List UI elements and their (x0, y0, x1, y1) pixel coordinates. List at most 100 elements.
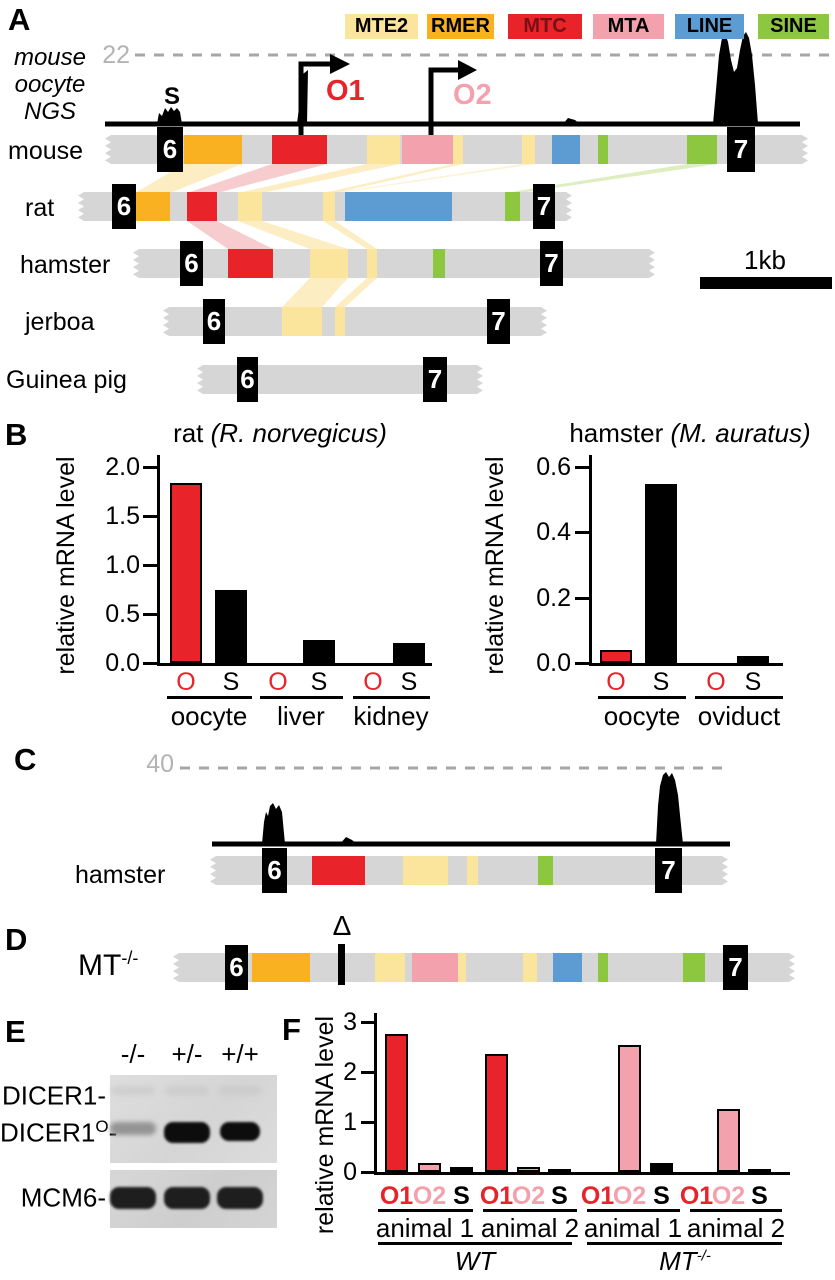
y-tick-label: 1 (343, 1108, 357, 1136)
repeat-mte2 (522, 135, 535, 164)
exon-7: 7 (727, 127, 755, 172)
exon-6: 6 (237, 357, 258, 402)
o1-promoter-label: O1 (326, 75, 365, 107)
allele-superscript: -/- (121, 948, 139, 968)
exon-7: 7 (723, 945, 748, 990)
genotype-underline (378, 1242, 572, 1245)
y-tick-label: 1.5 (105, 502, 140, 530)
exon-7: 7 (540, 241, 563, 286)
repeat-mte2 (367, 135, 400, 164)
y-tick-mark (361, 1071, 374, 1074)
ribbon-rmer (135, 164, 242, 193)
gene-track-mouse (105, 135, 808, 164)
legend-item-line: LINE (675, 14, 744, 39)
chart-title-hamster_qpcr: hamster (M. auratus) (540, 418, 835, 449)
somatic-peak-label: S (163, 83, 180, 110)
y-tick-mark (575, 662, 589, 665)
coverage-bump-c (340, 837, 357, 844)
repeat-mte2 (523, 953, 537, 982)
coverage-peak-exon6-c (262, 803, 285, 844)
ngs-track-label: mouse oocyte NGS (4, 44, 96, 125)
repeat-mte2 (323, 192, 335, 221)
bar-o1-animal1 (385, 1034, 408, 1172)
bar-label-o2: O2 (511, 1182, 546, 1210)
ribbon-mte2 (323, 221, 377, 249)
coverage-max-c: 40 (146, 750, 174, 778)
gene-track-rat (78, 192, 572, 221)
genotype-underline (587, 1242, 782, 1245)
bar-label-o1: O1 (580, 1182, 615, 1210)
repeat-rmer (134, 192, 170, 221)
coverage-max-a: 22 (102, 41, 130, 69)
chart-title-rat_qpcr: rat (R. norvegicus) (130, 418, 430, 449)
repeat-mtc (228, 249, 273, 278)
panel-b-label: B (5, 417, 28, 452)
bar-label-s: S (310, 668, 328, 696)
genotype-label-mt: MT-/- (615, 1246, 755, 1277)
repeat-rmer (184, 135, 242, 164)
repeat-sine (538, 856, 553, 885)
y-tick-mark (143, 613, 157, 616)
exon-6: 6 (262, 848, 287, 893)
bar-s-kidney (393, 643, 425, 663)
deletion-delta-symbol: Δ (332, 910, 352, 941)
y-axis-rat_qpcr (157, 455, 160, 666)
y-tick-label: 0.6 (536, 453, 571, 481)
bar-label-o: O (176, 668, 196, 696)
ngs-track-label-line3: NGS (23, 98, 76, 125)
band-label-text: DICER1 (1, 1080, 98, 1111)
lane-label-1: +/- (171, 1039, 203, 1069)
bar-label-s: S (744, 668, 762, 696)
x-axis-rat_qpcr (157, 663, 432, 666)
exon-6: 6 (112, 184, 136, 229)
y-tick-label: 0.2 (536, 584, 571, 612)
blot-band-mcm6-lane2 (164, 1187, 210, 1209)
legend-item-mte2: MTE2 (345, 14, 418, 39)
repeat-mte2 (453, 135, 463, 164)
legend-item-rmer: RMER (427, 14, 494, 39)
y-tick-label: 0.0 (105, 649, 140, 677)
bar-label-o1: O1 (379, 1182, 414, 1210)
panel-c-label: C (14, 742, 37, 777)
ribbon-mte2 (335, 278, 377, 307)
legend-item-sine: SINE (758, 14, 829, 39)
group-underline (483, 1209, 577, 1212)
y-axis-isoform_qpcr (374, 1013, 377, 1175)
group-label-liver: liver (277, 701, 325, 731)
bar-s-animal1 (450, 1167, 473, 1172)
y-tick-label: 2 (343, 1058, 357, 1086)
gene-track-hamster_ngs (210, 856, 728, 885)
row-label-hamster: hamster (20, 251, 111, 279)
exon-7: 7 (487, 299, 510, 344)
ngs-track-label-line1: mouse (13, 44, 87, 71)
scalebar (700, 277, 832, 289)
ribbon-mte2 (238, 221, 348, 249)
repeat-line (553, 953, 582, 982)
band-label-dicer1o: DICER1O- (0, 1117, 117, 1149)
band-label-dash: - (97, 1080, 106, 1111)
bar-o2-animal2 (517, 1167, 540, 1172)
y-tick-label: 0.5 (105, 600, 140, 628)
band-label-dash: - (97, 1182, 106, 1213)
y-tick-label: 3 (343, 1008, 357, 1036)
blot-band-dicer1o-lane3 (220, 1122, 260, 1141)
panel-e-label: E (5, 1014, 26, 1049)
bar-label-s: S (653, 1182, 670, 1210)
chart-title-prefix: hamster (569, 418, 671, 448)
row-label-jerboa: jerboa (25, 308, 95, 336)
bar-s-oviduct (737, 656, 769, 663)
blot-band-dicer1-lane3 (218, 1086, 262, 1095)
bar-s-animal1 (650, 1163, 673, 1172)
repeat-mta (412, 953, 458, 982)
bar-label-s: S (400, 668, 418, 696)
bar-s-liver (303, 640, 335, 663)
ngs-track-label-line2: oocyte (14, 71, 86, 98)
exon-7: 7 (533, 184, 555, 229)
band-label-sup: O (95, 1117, 109, 1136)
exon-7: 7 (655, 848, 682, 893)
y-axis-label-hamster_qpcr: relative mRNA level (481, 456, 509, 675)
coverage-peak-exon7-c (656, 772, 683, 844)
repeat-mtc (312, 856, 365, 885)
deletion-tick (338, 944, 345, 985)
group-underline (598, 696, 686, 699)
